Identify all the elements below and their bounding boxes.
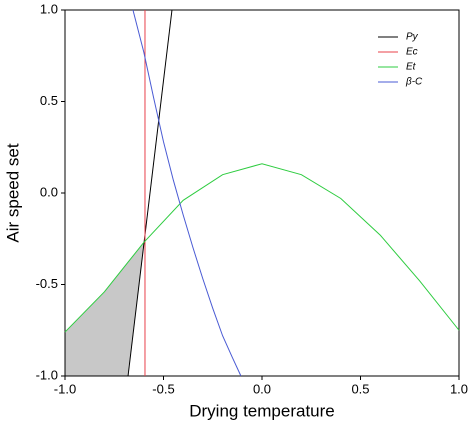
feasible-region bbox=[65, 242, 145, 376]
line bbox=[127, 9, 173, 377]
y-tick-label: 0.5 bbox=[40, 93, 58, 108]
y-tick-label: 1.0 bbox=[40, 1, 58, 16]
y-tick-label: 0.0 bbox=[40, 184, 58, 199]
legend-label: Py bbox=[406, 32, 419, 43]
line bbox=[132, 9, 242, 377]
line bbox=[64, 163, 460, 333]
y-tick-label: -1.0 bbox=[36, 367, 58, 382]
x-tick-label: 1.0 bbox=[450, 381, 468, 396]
legend-label: β-C bbox=[405, 77, 423, 88]
x-tick-label: -0.5 bbox=[152, 381, 174, 396]
legend-label: Et bbox=[406, 62, 417, 73]
x-tick-label: 0.0 bbox=[253, 381, 271, 396]
y-axis-label: Air speed set bbox=[3, 143, 22, 242]
x-tick-label: -1.0 bbox=[54, 381, 76, 396]
x-tick-label: 0.5 bbox=[351, 381, 369, 396]
x-axis-label: Drying temperature bbox=[189, 401, 335, 420]
legend-label: Ec bbox=[406, 47, 418, 58]
y-tick-label: -0.5 bbox=[36, 276, 58, 291]
